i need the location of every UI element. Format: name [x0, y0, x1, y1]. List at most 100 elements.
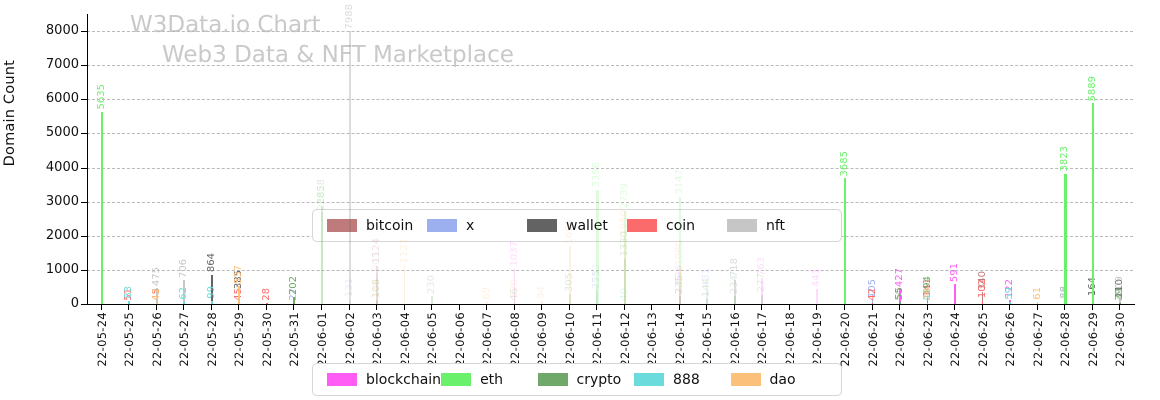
x-tick-label: 22-06-16 — [727, 312, 742, 367]
x-tick-label: 22-06-04 — [397, 312, 412, 367]
x-tick-mark — [486, 304, 488, 310]
gridline — [87, 269, 1133, 271]
stem-value-label: 62 — [178, 287, 190, 300]
x-tick-mark — [183, 304, 185, 310]
gridline — [87, 167, 1133, 169]
x-tick-label: 22-06-17 — [755, 312, 770, 367]
x-tick-mark — [926, 304, 928, 310]
y-tick-label: 7000 — [45, 57, 79, 73]
stem-value-label: 706 — [178, 258, 190, 278]
stem-value-label: 2739 — [618, 183, 630, 209]
x-tick-mark — [761, 304, 763, 310]
x-tick-mark — [623, 304, 625, 310]
stem-line — [981, 300, 984, 304]
stem-line — [678, 196, 682, 304]
y-tick-label: 8000 — [45, 23, 79, 39]
y-tick-label: 6000 — [45, 91, 79, 107]
stem-value-label: 3685 — [838, 150, 850, 177]
stem-line — [265, 303, 268, 304]
stem-value-label: 475 — [150, 266, 162, 286]
gridline — [87, 99, 1133, 101]
legend-item-wallet[interactable]: wallet — [527, 218, 627, 234]
stem-line — [706, 299, 709, 304]
stem-value-label: 3823 — [1059, 146, 1071, 172]
x-tick-label: 22-06-13 — [645, 312, 660, 367]
x-tick-mark — [568, 304, 570, 310]
legend-item-crypto[interactable]: crypto — [537, 371, 634, 388]
x-tick-mark — [678, 304, 680, 310]
stem-line — [1119, 296, 1122, 304]
x-tick-mark — [403, 304, 405, 310]
x-tick-label: 22-05-29 — [232, 312, 247, 367]
y-tick-mark — [81, 201, 87, 203]
legend-label: coin — [666, 218, 695, 234]
x-tick-label: 22-06-22 — [893, 312, 908, 367]
stem-line — [761, 277, 764, 304]
stem-line — [1091, 103, 1095, 304]
stem-value-label: 59 — [1004, 287, 1016, 300]
stem-line — [486, 301, 488, 304]
x-tick-mark — [706, 304, 708, 310]
legend-item-nft[interactable]: nft — [727, 218, 827, 234]
legend-item-dao[interactable]: dao — [730, 371, 827, 388]
legend-item-eth[interactable]: eth — [441, 372, 537, 388]
stem-value-label: 1950 — [618, 210, 630, 236]
gridline — [87, 201, 1133, 203]
legend-item-bitcoin[interactable]: bitcoin — [327, 218, 427, 234]
stem-value-label: 116 — [371, 278, 383, 299]
legend-swatch-wallet — [527, 219, 557, 232]
x-tick-label: 22-06-05 — [425, 312, 440, 367]
stem-line — [568, 293, 571, 304]
legend-swatch-x — [427, 219, 457, 232]
y-tick-mark — [81, 304, 87, 305]
legend-label: crypto — [576, 371, 622, 388]
x-tick-mark — [1009, 304, 1011, 310]
stem-value-label: 7988 — [343, 4, 355, 30]
stem-value-label: 61 — [1031, 287, 1043, 300]
x-tick-mark — [293, 304, 295, 310]
x-tick-label: 22-06-01 — [314, 312, 329, 367]
stem-line — [568, 246, 571, 304]
legend-swatch-blockchain — [327, 373, 357, 386]
legend-swatch-888 — [634, 373, 665, 386]
x-tick-mark — [733, 304, 735, 310]
legend-swatch-bitcoin — [327, 219, 357, 232]
x-tick-label: 22-06-10 — [562, 312, 577, 367]
x-tick-label: 22-06-14 — [672, 312, 687, 367]
x-tick-label: 22-06-27 — [1030, 312, 1045, 367]
stem-line — [1009, 301, 1011, 304]
stem-line — [320, 206, 323, 304]
x-tick-mark — [871, 304, 873, 310]
stem-value-label: 1037 — [508, 241, 520, 267]
x-tick-label: 22-05-30 — [259, 312, 274, 367]
x-tick-label: 22-05-24 — [94, 312, 109, 367]
x-tick-mark — [458, 304, 460, 310]
x-tick-mark — [1119, 304, 1121, 310]
x-tick-label: 22-06-21 — [865, 312, 880, 367]
x-tick-mark — [954, 304, 956, 310]
stem-line — [899, 302, 901, 304]
stem-line — [513, 302, 516, 304]
stem-value-label: 3147 — [673, 169, 685, 195]
x-tick-label: 22-06-23 — [920, 312, 935, 367]
stem-line — [210, 274, 213, 304]
legend-item-blockchain[interactable]: blockchain — [327, 372, 441, 388]
x-tick-label: 22-06-25 — [975, 312, 990, 367]
legend-item-coin[interactable]: coin — [627, 218, 727, 234]
y-tick-label: 1000 — [45, 261, 79, 277]
gridline — [87, 133, 1133, 135]
legend-item-888[interactable]: 888 — [634, 372, 730, 388]
stem-line — [210, 300, 213, 304]
stem-value-label: 69 — [481, 286, 493, 300]
legend-item-x[interactable]: x — [427, 218, 527, 234]
stem-line — [376, 300, 378, 304]
stem-value-label: 427 — [894, 268, 906, 288]
stem-value-label: 1691 — [563, 218, 575, 245]
legend-label: dao — [769, 371, 796, 388]
stem-value-label: 5635 — [95, 84, 107, 110]
x-tick-mark — [128, 304, 130, 310]
x-tick-mark — [541, 304, 543, 310]
stem-line — [513, 268, 516, 304]
stem-value-label: 28 — [921, 288, 933, 302]
stem-value-label: 230 — [426, 275, 438, 295]
